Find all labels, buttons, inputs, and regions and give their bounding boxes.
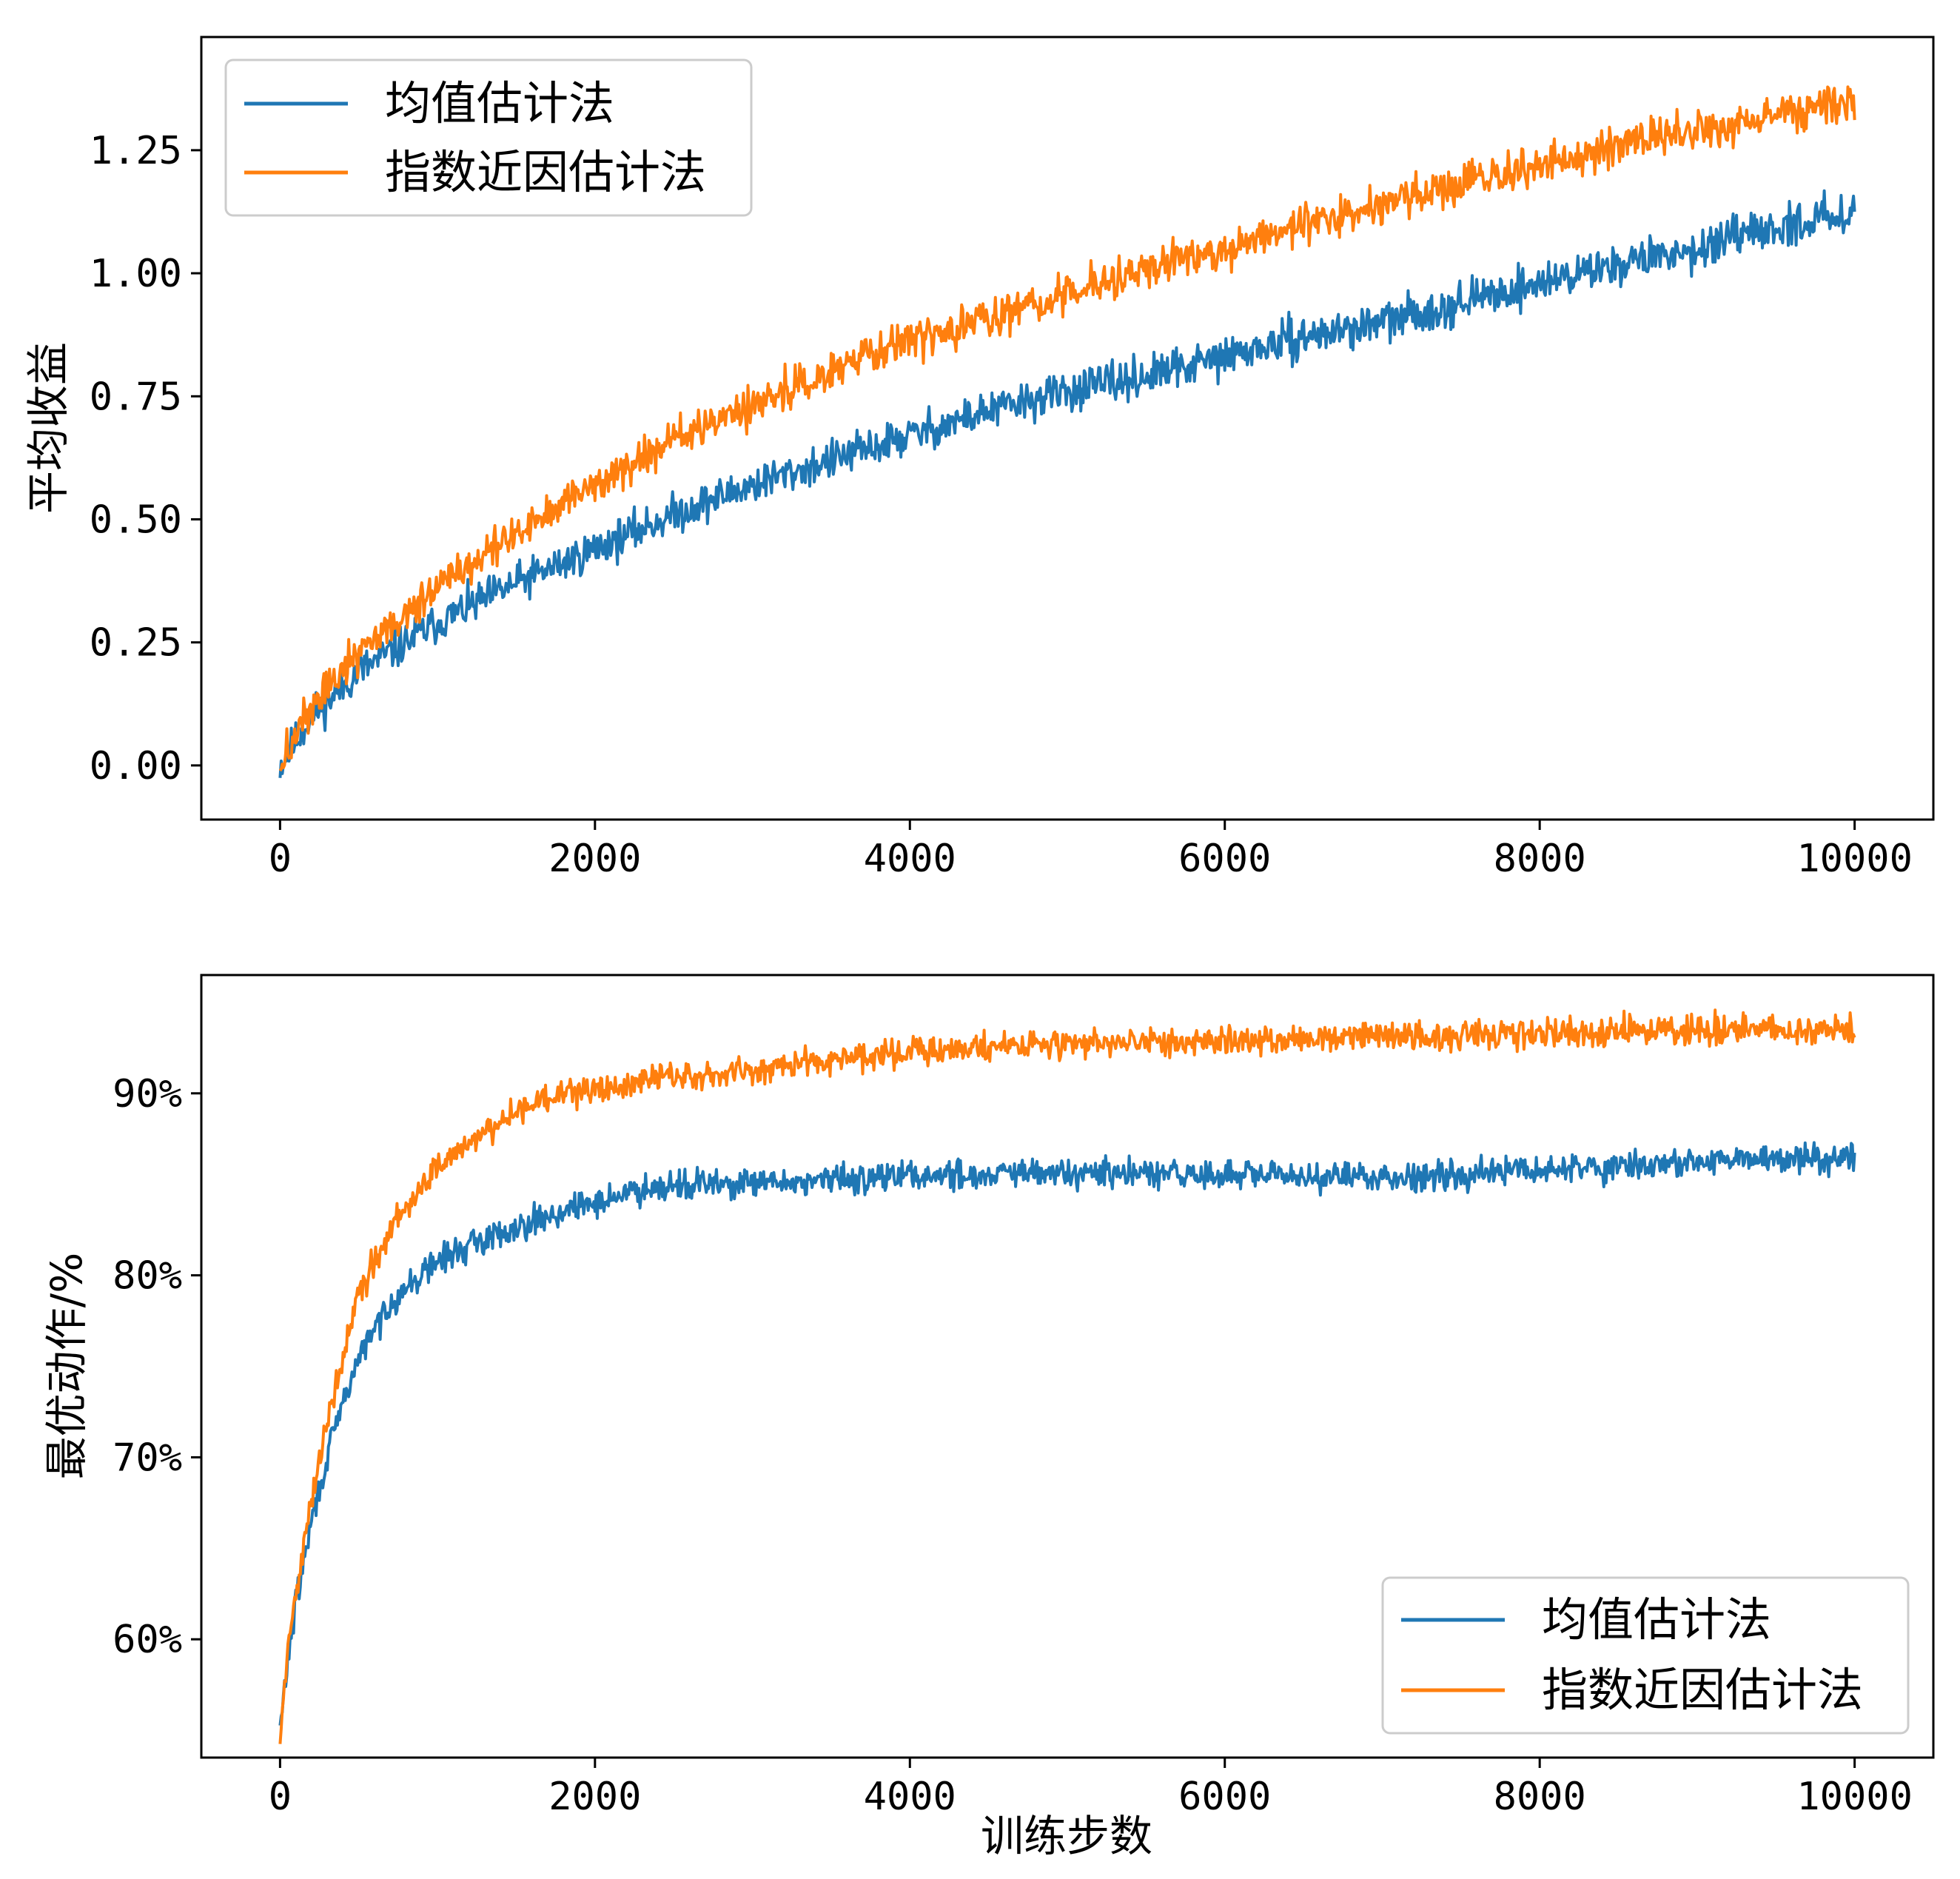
x-tick-label: 2000	[548, 1775, 641, 1819]
legend-box	[224, 58, 753, 217]
optimal-action-ticks: 0 2000 4000 6000 8000 10000 60% 70% 80% 90%	[113, 1072, 1913, 1819]
average-reward-lines	[278, 85, 1856, 778]
y-tick-label: 0.75	[90, 375, 182, 419]
legend-label-mean: 均值估计法	[1542, 1592, 1771, 1647]
y-tick-label: 60%	[113, 1618, 182, 1662]
y-tick-label: 70%	[113, 1436, 182, 1480]
x-tick-label: 10000	[1796, 837, 1913, 881]
optimal-action-lines	[278, 1008, 1856, 1744]
average-reward-legend: 均值估计法 指数近因估计法	[224, 58, 753, 217]
series-line-0	[278, 1141, 1856, 1726]
legend-label-exponential: 指数近因估计法	[385, 145, 706, 199]
x-tick-label: 10000	[1796, 1775, 1913, 1819]
average-reward-y-axis-title: 平均收益	[23, 342, 73, 514]
x-tick-label: 6000	[1178, 837, 1271, 881]
y-tick-label: 0.50	[90, 498, 182, 542]
series-line-0	[278, 189, 1856, 778]
series-line-1	[278, 1008, 1856, 1744]
optimal-action-legend: 均值估计法 指数近因估计法	[1381, 1576, 1910, 1735]
y-tick-label: 1.25	[90, 129, 182, 173]
y-tick-label: 80%	[113, 1254, 182, 1299]
x-tick-label: 2000	[548, 837, 641, 881]
average-reward-chart: 0 2000 4000 6000 8000 10000 0.00 0.25 0.50 0.75 1.…	[23, 36, 1935, 881]
average-reward-plot-frame	[200, 36, 1935, 821]
legend-box	[1381, 1576, 1910, 1735]
series-line-1	[278, 85, 1856, 772]
x-tick-label: 8000	[1494, 1775, 1586, 1819]
x-axis-title: 训练步数	[981, 1811, 1152, 1861]
x-tick-label: 4000	[864, 837, 956, 881]
y-tick-label: 0.00	[90, 744, 182, 788]
optimal-action-chart: 0 2000 4000 6000 8000 10000 60% 70% 80% 90% 最优动作/…	[41, 974, 1935, 1861]
y-tick-label: 90%	[113, 1072, 182, 1116]
y-tick-label: 0.25	[90, 621, 182, 666]
x-tick-label: 6000	[1178, 1775, 1271, 1819]
legend-label-exponential: 指数近因估计法	[1542, 1663, 1863, 1717]
optimal-action-plot-frame	[200, 974, 1935, 1759]
optimal-action-y-axis-title: 最优动作/%	[41, 1253, 92, 1480]
x-tick-label: 8000	[1494, 837, 1586, 881]
x-tick-label: 4000	[864, 1775, 956, 1819]
average-reward-ticks: 0 2000 4000 6000 8000 10000 0.00 0.25 0.50 0.75 1.…	[90, 129, 1913, 881]
y-tick-label: 1.00	[90, 252, 182, 296]
x-tick-label: 0	[269, 837, 292, 881]
legend-label-mean: 均值估计法	[385, 76, 614, 130]
x-tick-label: 0	[269, 1775, 292, 1819]
